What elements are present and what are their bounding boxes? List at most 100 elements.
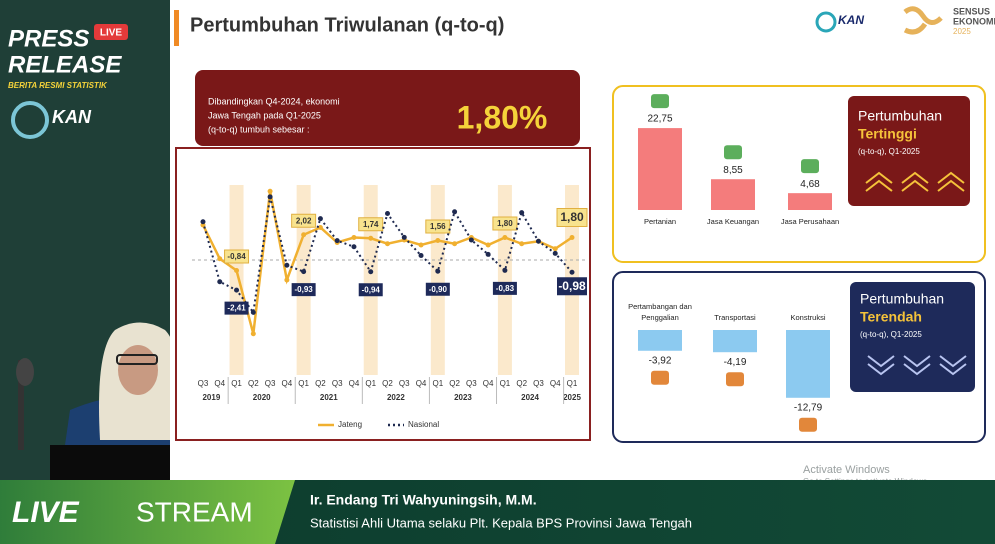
value-label: 1,80 xyxy=(560,210,584,224)
series-point xyxy=(569,269,575,275)
bar-value-label: -4,19 xyxy=(724,357,747,368)
series-point xyxy=(351,244,357,250)
quarter-label: Q1 xyxy=(231,379,242,388)
series-point xyxy=(418,242,424,248)
bar xyxy=(711,179,755,210)
series-point xyxy=(250,331,256,337)
year-label: 2024 xyxy=(521,393,539,402)
series-point xyxy=(301,269,307,275)
quarter-label: Q3 xyxy=(466,379,477,388)
value-label: -0,94 xyxy=(362,285,381,294)
value-label-box xyxy=(425,282,450,296)
quarter-label: Q4 xyxy=(214,379,225,388)
quarter-label: Q2 xyxy=(382,379,393,388)
sensus-logo: 2025 xyxy=(953,27,971,36)
year-label: 2019 xyxy=(202,393,220,402)
series-point xyxy=(368,269,374,275)
value-label-box xyxy=(557,277,587,296)
watermark: Activate Windows xyxy=(803,464,890,476)
series-point xyxy=(250,309,256,315)
sector-icon xyxy=(651,370,669,385)
callout-line: Jawa Tengah pada Q1-2025 xyxy=(208,110,321,120)
series-point xyxy=(418,253,424,258)
series-point xyxy=(435,238,441,243)
bar xyxy=(786,330,830,398)
bar-value-label: 4,68 xyxy=(800,179,820,190)
value-label-box xyxy=(224,249,250,264)
chevron xyxy=(901,179,929,192)
series-point xyxy=(485,242,491,248)
live-text: LIVE xyxy=(12,496,80,529)
series-point xyxy=(552,250,558,256)
series-point xyxy=(535,238,541,244)
chevron xyxy=(867,355,895,368)
quarter-label: Q1 xyxy=(567,379,578,388)
bar xyxy=(713,330,757,353)
quarter-label: Q3 xyxy=(265,379,276,388)
value-label-box xyxy=(556,208,588,227)
series-point xyxy=(234,268,240,273)
chevron xyxy=(937,171,965,184)
value-label: 1,80 xyxy=(497,219,513,228)
bar xyxy=(638,330,682,351)
sector-icon xyxy=(801,159,819,174)
quarter-label: Q4 xyxy=(550,379,561,388)
series-point xyxy=(217,279,223,285)
live-badge-text: LIVE xyxy=(100,28,123,39)
quarter-label: Q3 xyxy=(332,379,343,388)
series-point xyxy=(435,268,441,274)
value-label: -2,41 xyxy=(227,304,246,313)
bar-category-label: Pertambangan dan xyxy=(628,302,692,311)
series-point xyxy=(267,188,273,194)
value-label: -0,93 xyxy=(295,285,314,294)
series-point xyxy=(569,235,575,240)
sensus-mark xyxy=(903,6,943,35)
year-label: 2020 xyxy=(253,393,271,402)
bar-category-label: Jasa Perusahaan xyxy=(781,217,839,226)
year-label: 2023 xyxy=(454,393,472,402)
highlight-column xyxy=(497,185,512,375)
sector-icon xyxy=(724,145,742,160)
series-point xyxy=(267,194,273,200)
highlight-column xyxy=(430,185,445,375)
quarter-label: Q4 xyxy=(282,379,293,388)
series-point xyxy=(284,277,290,283)
series-point xyxy=(200,219,206,225)
chevron xyxy=(903,363,931,376)
quarter-label: Q3 xyxy=(533,379,544,388)
series-point xyxy=(468,237,474,243)
series-point xyxy=(351,235,357,240)
value-label-box xyxy=(291,283,316,297)
bar-value-label: 22,75 xyxy=(647,114,672,125)
callout-box xyxy=(195,70,580,146)
slide-title: Pertumbuhan Triwulanan (q-to-q) xyxy=(190,14,504,36)
highlight-column xyxy=(296,185,311,375)
value-label: -0,90 xyxy=(429,285,448,294)
bar-category-label: Konstruksi xyxy=(790,313,825,322)
sector-icon xyxy=(726,372,744,387)
chevron xyxy=(903,355,931,368)
sector-icon xyxy=(799,417,817,432)
quarter-label: Q2 xyxy=(248,379,259,388)
value-label: 2,02 xyxy=(296,216,312,225)
series-point xyxy=(234,287,240,293)
legend-label: Jateng xyxy=(338,420,362,429)
quarter-label: Q4 xyxy=(416,379,427,388)
chevron xyxy=(867,363,895,376)
series-point xyxy=(519,210,525,216)
series-point xyxy=(385,241,390,247)
top-heading-box xyxy=(848,96,970,206)
series-point xyxy=(452,209,458,215)
logo-ring xyxy=(11,101,49,139)
value-label-box xyxy=(358,283,383,297)
highlight-column xyxy=(363,185,378,375)
press-text: PRESS xyxy=(8,25,89,52)
chevron xyxy=(865,171,893,184)
sidebar-subtitle: BERITA RESMI STATISTIK xyxy=(8,81,108,90)
year-label: 2022 xyxy=(387,393,405,402)
line-chart-frame xyxy=(175,147,591,441)
series-point xyxy=(552,246,558,252)
value-label-box xyxy=(358,217,384,232)
panel-heading-emphasis: Tertinggi xyxy=(858,126,917,142)
series-point xyxy=(385,211,390,216)
